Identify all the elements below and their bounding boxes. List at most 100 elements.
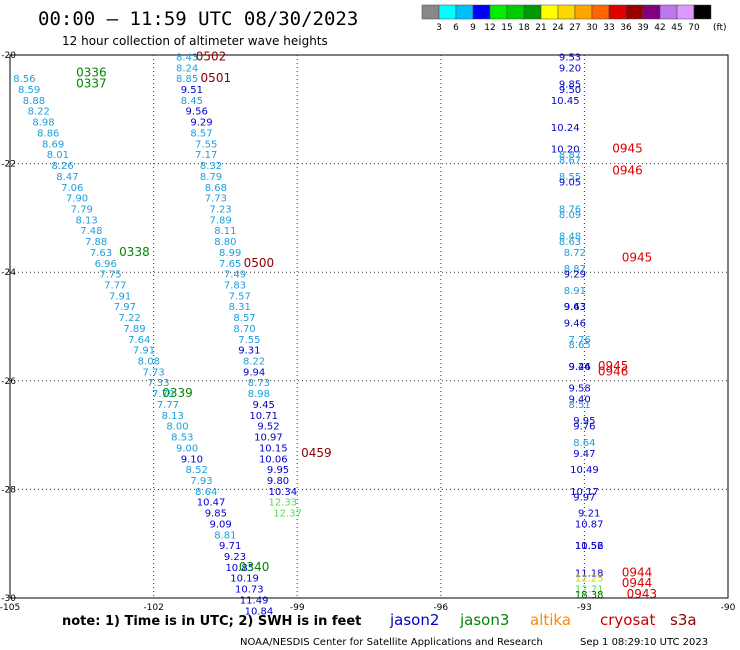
wave-height-value: 10.71 bbox=[249, 411, 278, 422]
colorbar-label: 18 bbox=[518, 23, 530, 33]
wave-height-value: 8.48 bbox=[559, 232, 581, 243]
pass-time-label: 0340 bbox=[239, 560, 270, 574]
wave-height-value: 8.52 bbox=[186, 465, 208, 476]
color-legend: 3 6 9 12 15 18 21 24 27 30 33 36 39 42 45 70 (ft) bbox=[421, 4, 727, 33]
wave-height-value: 10.34 bbox=[269, 487, 298, 498]
wave-height-value: 9.00 bbox=[176, 443, 198, 454]
grid-lines bbox=[10, 55, 728, 598]
x-tick-label: -105 bbox=[0, 603, 20, 613]
y-tick-label: -22 bbox=[1, 160, 16, 170]
colorbar-label: 42 bbox=[654, 23, 665, 33]
wave-height-value: 10.85 bbox=[225, 563, 254, 574]
pass-time-label: 0944 bbox=[622, 565, 653, 579]
wave-height-value: 8.13 bbox=[75, 215, 97, 226]
wave-height-value: 7.89 bbox=[123, 324, 145, 335]
wave-height-value: 9.29 bbox=[564, 270, 586, 281]
wave-height-value: 7.48 bbox=[80, 226, 102, 237]
wave-height-value: 8.98 bbox=[248, 389, 270, 400]
wave-height-value: 11.49 bbox=[240, 595, 269, 606]
wave-height-value: 8.91 bbox=[564, 286, 586, 297]
colorbar-unit: (ft) bbox=[713, 23, 727, 33]
wave-height-value: 18.38 bbox=[575, 590, 604, 601]
x-tick-label: -96 bbox=[433, 603, 448, 613]
pass-time-label: 0459 bbox=[301, 446, 332, 460]
wave-height-value: 9.10 bbox=[181, 454, 203, 465]
wave-height-value: 7.63 bbox=[90, 248, 112, 259]
satellite-legend: jason2 jason3 altika cryosat s3a bbox=[389, 611, 697, 629]
wave-height-value: 9.85 bbox=[559, 80, 581, 91]
wave-height-value: 9.53 bbox=[559, 52, 581, 63]
wave-height-value: 10.20 bbox=[551, 145, 580, 156]
wave-height-value: 7.91 bbox=[109, 291, 131, 302]
wave-height-value: 9.58 bbox=[568, 384, 590, 395]
colorbar-label: 3 bbox=[436, 23, 442, 33]
wave-height-value: 10.49 bbox=[570, 465, 599, 476]
wave-height-value: 7.75 bbox=[99, 270, 121, 281]
colorbar-swatch bbox=[659, 4, 678, 20]
colorbar-swatch bbox=[506, 4, 525, 20]
wave-height-value: 7.55 bbox=[238, 335, 260, 346]
pass-time-label: 0945 bbox=[612, 142, 643, 156]
colorbar-swatch bbox=[421, 4, 440, 20]
x-tick-label: -93 bbox=[577, 603, 592, 613]
wave-height-value: 7.73 bbox=[142, 367, 164, 378]
wave-height-value: 8.01 bbox=[47, 150, 69, 161]
wave-height-value: 8.86 bbox=[37, 128, 59, 139]
wave-height-value: 7.79 bbox=[71, 204, 93, 215]
wave-height-value: 8.22 bbox=[243, 357, 265, 368]
wave-height-value: 9.45 bbox=[253, 400, 275, 411]
wave-height-value: 8.53 bbox=[171, 433, 193, 444]
colorbar-label: 45 bbox=[671, 23, 682, 33]
wave-height-value: 8.45 bbox=[181, 96, 203, 107]
wave-height-value: 10.87 bbox=[575, 519, 604, 530]
pass-time-label: 0945 bbox=[622, 250, 653, 264]
pass-time-label: 0944 bbox=[622, 576, 653, 590]
wave-height-value: 9.23 bbox=[224, 552, 246, 563]
colorbar-swatch bbox=[557, 4, 576, 20]
wave-height-value: 8.87 bbox=[564, 264, 586, 275]
wave-height-value: 12.71 bbox=[575, 585, 604, 596]
wave-height-value: 8.73 bbox=[248, 378, 270, 389]
wave-height-value: 7.89 bbox=[209, 215, 231, 226]
wave-height-value: 8.51 bbox=[568, 400, 590, 411]
wave-height-value: 7.64 bbox=[128, 335, 150, 346]
wave-height-value: 8.64 bbox=[195, 487, 217, 498]
wave-height-value: 9.24 bbox=[568, 362, 590, 373]
colorbar-swatch bbox=[540, 4, 559, 20]
wave-height-value: 9.76 bbox=[573, 422, 595, 433]
plot-frame bbox=[9, 54, 729, 599]
wave-height-value: 9.40 bbox=[568, 395, 590, 406]
wave-height-value: 8.59 bbox=[18, 85, 40, 96]
wave-height-value: 9.47 bbox=[573, 449, 595, 460]
data-labels: 8.568.598.888.228.988.868.698.018.268.47… bbox=[13, 52, 603, 617]
wave-height-value: 9.29 bbox=[190, 118, 212, 129]
wave-height-value: 10.73 bbox=[235, 585, 264, 596]
wave-height-value: 8.13 bbox=[162, 411, 184, 422]
colorbar-label: 9 bbox=[470, 23, 476, 33]
wave-height-value: 9.95 bbox=[267, 465, 289, 476]
pass-time-label: 0943 bbox=[627, 587, 658, 601]
wave-height-value: 7.65 bbox=[219, 259, 241, 270]
pass-time-label: 0339 bbox=[162, 386, 193, 400]
wave-height-value: 12.33 bbox=[269, 498, 298, 509]
pass-time-label: 0500 bbox=[244, 256, 275, 270]
wave-height-value: 7.97 bbox=[114, 302, 136, 313]
wave-height-value: 8.64 bbox=[573, 438, 595, 449]
wave-height-value: 8.56 bbox=[13, 74, 35, 85]
pass-time-label: 0501 bbox=[201, 71, 232, 85]
wave-height-value: 8.31 bbox=[229, 302, 251, 313]
wave-height-value: 8.00 bbox=[166, 422, 188, 433]
wave-height-value: 7.88 bbox=[85, 237, 107, 248]
y-tick-label: -24 bbox=[1, 268, 16, 278]
wave-height-value: 9.50 bbox=[559, 85, 581, 96]
colorbar-swatch bbox=[472, 4, 491, 20]
wave-height-value: 10.24 bbox=[551, 123, 580, 134]
wave-height-value: 12.25 bbox=[575, 574, 604, 585]
wave-height-value: 8.65 bbox=[568, 340, 590, 351]
y-tick-label: -20 bbox=[1, 51, 16, 61]
wave-height-value: 8.87 bbox=[559, 150, 581, 161]
colorbar-swatch bbox=[642, 4, 661, 20]
wave-height-value: 7.73 bbox=[205, 194, 227, 205]
